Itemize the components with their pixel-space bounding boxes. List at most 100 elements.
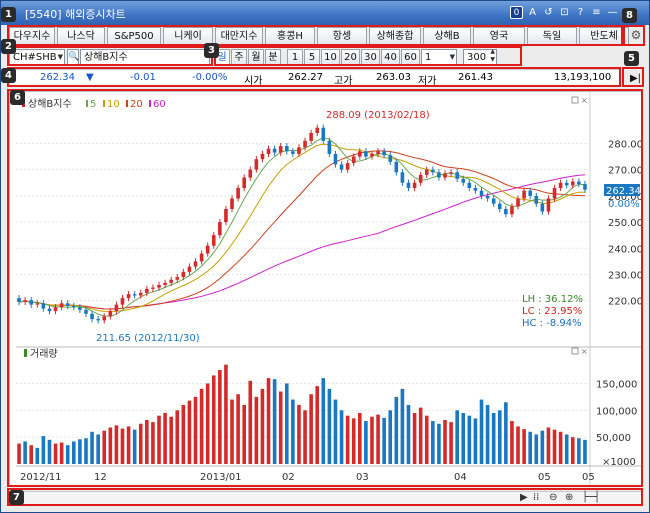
title-bar: [5540] 해외증시차트 0 A ↺ ⊡ ? ≡ — □ — [1, 1, 649, 25]
volume-bar — [132, 429, 137, 464]
settings-gear-icon[interactable]: ⚙ — [630, 28, 642, 42]
candle — [284, 146, 289, 152]
candles — [17, 124, 587, 324]
interval-button[interactable]: 30 — [361, 49, 380, 66]
count-stepper[interactable]: 300 ▲ ▼ — [463, 48, 497, 66]
market-button[interactable]: S&P500 — [107, 27, 161, 46]
market-button[interactable]: 홍콩H — [265, 27, 315, 46]
candle — [333, 153, 338, 165]
market-button[interactable]: 반도체 — [579, 27, 629, 46]
minimize-icon[interactable]: — — [607, 7, 618, 18]
market-button[interactable]: 나스닥 — [57, 27, 105, 46]
volume-bar — [211, 375, 216, 464]
symbol-name-field[interactable]: 상해B지수 — [80, 49, 210, 66]
font-icon[interactable]: A — [529, 7, 536, 18]
candle — [400, 172, 405, 183]
stepper-arrows-icon[interactable]: ▲ ▼ — [490, 48, 495, 63]
candle — [266, 148, 271, 154]
dropdown-arrow-icon[interactable]: ▼ — [57, 53, 63, 61]
market-button[interactable]: 영국 — [473, 27, 525, 46]
dropdown-arrow-icon[interactable]: ▼ — [449, 53, 455, 61]
interval-button[interactable]: 40 — [381, 49, 400, 66]
snapshot-icon[interactable]: ⊡ — [560, 7, 569, 18]
open-value: 262.27 — [288, 72, 323, 83]
interval-button[interactable]: 1 — [287, 49, 303, 66]
zoom-in-icon[interactable]: ⊕ — [565, 492, 574, 503]
low-label: 저가 — [418, 76, 437, 87]
panel-close-icon[interactable]: × — [581, 96, 588, 105]
volume-bar — [376, 414, 380, 464]
candle — [546, 198, 551, 212]
interval-button[interactable]: 60 — [401, 49, 420, 66]
chart-area[interactable]: 220.00 230.00 240.00 250.00 260.00 270.00 280.… — [9, 91, 642, 487]
period-month-button[interactable]: 월 — [248, 49, 264, 66]
interval-select[interactable]: 1 ▼ — [421, 49, 457, 66]
candle — [175, 277, 180, 280]
candle — [120, 298, 125, 305]
period-week-button[interactable]: 주 — [231, 49, 247, 66]
interval-button[interactable]: 5 — [304, 49, 320, 66]
zoom-out-icon[interactable]: ⊖ — [549, 492, 558, 503]
candle — [394, 161, 399, 173]
period-minute-button[interactable]: 분 — [265, 49, 281, 66]
volume-bar — [577, 438, 581, 464]
interval-button[interactable]: 20 — [341, 49, 360, 66]
candle — [382, 151, 386, 156]
open-label: 시가 — [244, 76, 263, 87]
volume-bar — [145, 419, 149, 464]
high-value: 263.03 — [376, 72, 411, 83]
panel-maximize-icon[interactable] — [571, 96, 579, 104]
volume-bar — [138, 423, 143, 464]
market-button[interactable]: 대만지수 — [215, 27, 263, 46]
volume-bar — [17, 443, 21, 464]
volume-bar — [284, 383, 289, 464]
candle — [236, 188, 240, 199]
bar-spacing-icon[interactable]: ⁞⁞ — [533, 492, 540, 503]
jump-to-latest-button[interactable]: ▶| — [629, 73, 642, 84]
panel-close-icon[interactable]: × — [581, 347, 588, 356]
candle — [248, 169, 253, 178]
chart-scroll-bar[interactable]: ▶ ⁞⁞ ⊖ ⊕ ├─┤ — [9, 491, 642, 505]
volume-legend-icon — [24, 349, 27, 357]
candle — [303, 140, 307, 148]
x-tick-label: 02 — [282, 472, 295, 483]
low-value: 261.43 — [458, 72, 493, 83]
refresh-icon[interactable]: ↺ — [544, 7, 553, 18]
y-tick-label: 270.00 — [608, 166, 641, 177]
market-button[interactable]: 다우지수 — [9, 27, 55, 46]
help-icon[interactable]: ? — [577, 7, 584, 18]
market-button[interactable]: 독일 — [527, 27, 577, 46]
ma10-path — [18, 143, 586, 312]
candle — [358, 151, 362, 157]
candle — [102, 316, 107, 321]
candle — [491, 198, 496, 204]
menu-icon[interactable]: ≡ — [592, 7, 601, 18]
volume-unit: ×1000 — [602, 457, 636, 468]
candle — [497, 203, 502, 209]
panel-maximize-icon[interactable] — [571, 347, 579, 355]
volume-bar — [583, 439, 587, 464]
market-button[interactable]: 상해종합 — [369, 27, 421, 46]
link-icon[interactable]: 0 — [510, 6, 523, 19]
volume-bar — [388, 410, 393, 464]
x-tick-label: 2013/01 — [200, 472, 242, 483]
volume-bar — [540, 430, 545, 464]
volume-bar — [102, 430, 107, 464]
interval-button[interactable]: 10 — [321, 49, 340, 66]
volume-bar — [516, 426, 520, 464]
candle — [583, 184, 587, 190]
search-icon[interactable]: 🔍 — [67, 49, 79, 66]
candle — [345, 163, 350, 170]
scroll-right-icon[interactable]: ▶ — [520, 492, 528, 503]
candle — [151, 287, 155, 289]
price-change-pct: -0.00% — [192, 72, 228, 83]
ma60-line — [18, 174, 586, 310]
range-handle-icon[interactable]: ├─┤ — [582, 492, 601, 503]
symbol-code-combo[interactable]: CH#SHB ▼ — [9, 49, 65, 66]
candle — [558, 182, 563, 188]
market-button[interactable]: 항셍 — [317, 27, 367, 46]
candle — [516, 198, 520, 207]
volume-bar — [345, 415, 350, 464]
candle — [339, 164, 344, 170]
market-button[interactable]: 상해B — [423, 27, 471, 46]
